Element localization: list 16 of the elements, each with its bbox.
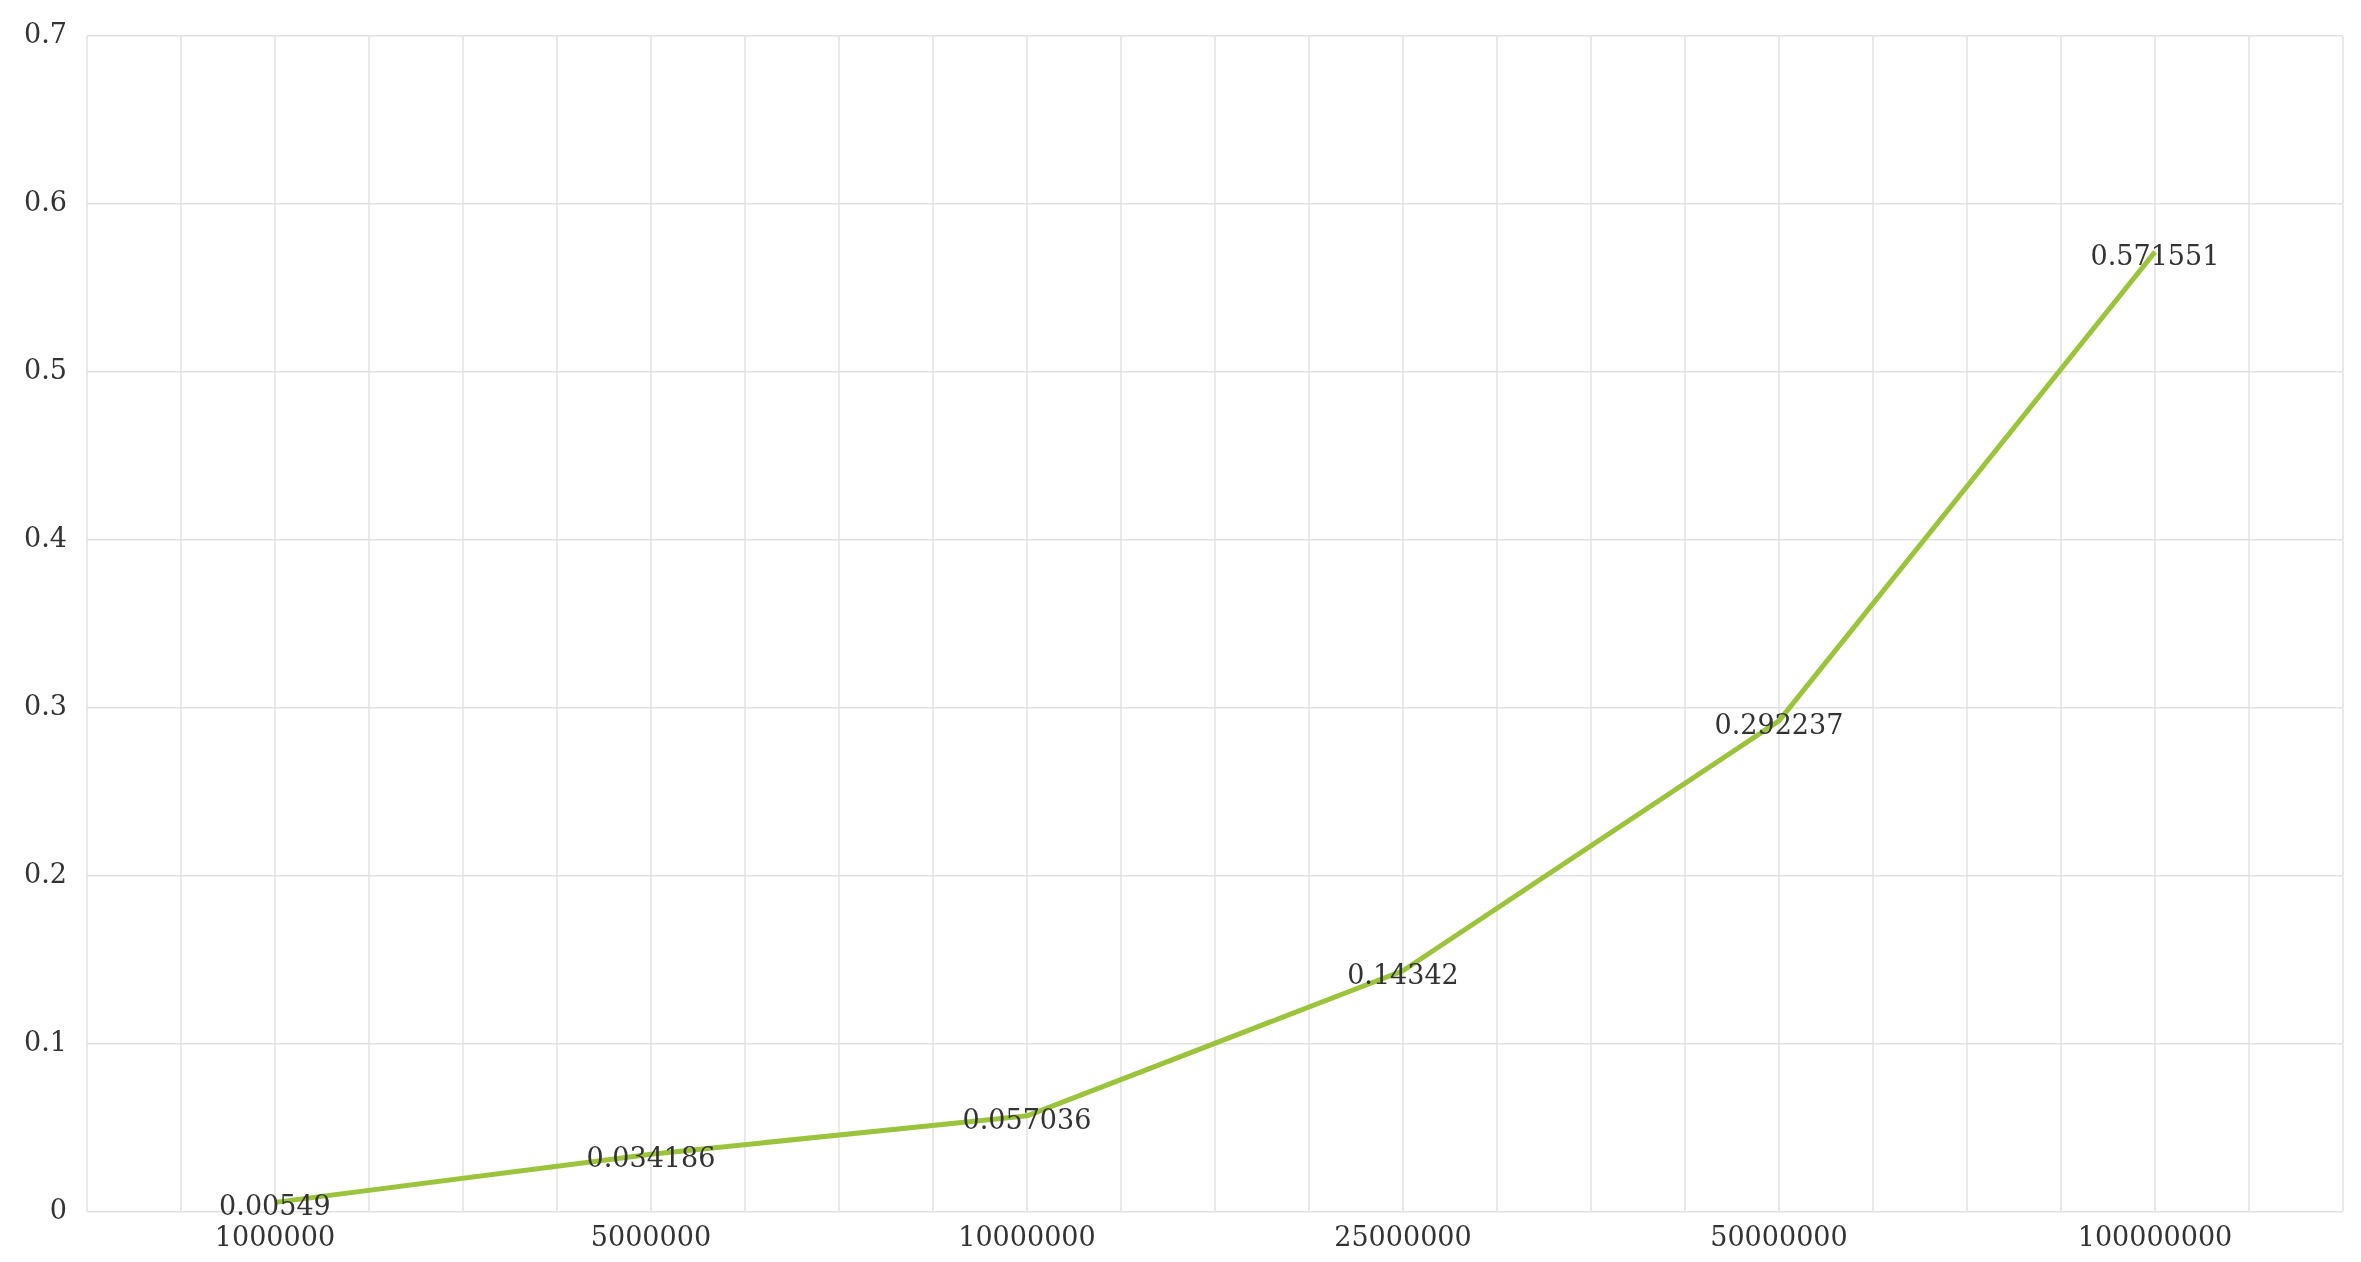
x-tick-label: 1000000 <box>214 1220 336 1252</box>
y-tick-label: 0.3 <box>23 689 67 721</box>
y-tick-label: 0.1 <box>23 1025 67 1057</box>
x-tick-label: 25000000 <box>1334 1220 1472 1252</box>
y-tick-label: 0.4 <box>23 521 67 553</box>
y-tick-label: 0.5 <box>23 354 67 386</box>
y-tick-label: 0 <box>49 1193 67 1225</box>
x-tick-label: 5000000 <box>590 1220 712 1252</box>
data-label: 0.00549 <box>219 1190 331 1222</box>
y-tick-label: 0.7 <box>23 18 67 50</box>
y-tick-label: 0.6 <box>23 186 67 218</box>
x-tick-label: 100000000 <box>2077 1220 2233 1252</box>
x-tick-label: 50000000 <box>1710 1220 1848 1252</box>
data-label: 0.571551 <box>2090 239 2220 271</box>
y-tick-label: 0.2 <box>23 857 67 889</box>
x-tick-label: 10000000 <box>958 1220 1096 1252</box>
